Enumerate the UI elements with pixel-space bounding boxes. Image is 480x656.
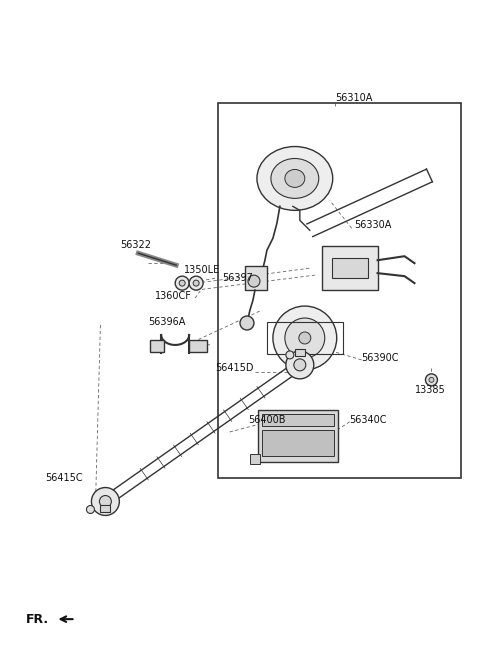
Bar	[262, 430, 334, 456]
Circle shape	[193, 280, 199, 286]
Ellipse shape	[257, 146, 333, 211]
Circle shape	[294, 359, 306, 371]
Text: 56400B: 56400B	[248, 415, 286, 424]
Circle shape	[175, 276, 189, 290]
Circle shape	[286, 351, 314, 379]
Bar	[258, 410, 338, 462]
Text: 56397: 56397	[222, 273, 253, 283]
Bar	[322, 246, 378, 290]
Text: 56415D: 56415D	[215, 363, 253, 373]
Bar	[100, 506, 110, 512]
Text: 56390C: 56390C	[361, 353, 399, 363]
Circle shape	[189, 276, 203, 290]
Bar	[250, 454, 260, 464]
Text: FR.: FR.	[25, 613, 49, 626]
Text: 1360CF: 1360CF	[155, 291, 192, 301]
Circle shape	[99, 495, 111, 508]
Circle shape	[248, 275, 260, 287]
Bar	[245, 266, 267, 290]
Circle shape	[286, 351, 294, 359]
Circle shape	[179, 280, 185, 286]
Bar	[218, 102, 461, 478]
Text: 56340C: 56340C	[350, 415, 387, 424]
Text: 1350LE: 1350LE	[184, 265, 220, 275]
Text: 56322: 56322	[120, 240, 151, 250]
Circle shape	[273, 306, 336, 370]
Text: 56330A: 56330A	[355, 220, 392, 230]
Circle shape	[240, 316, 254, 330]
Text: 56310A: 56310A	[335, 92, 372, 103]
Ellipse shape	[285, 169, 305, 188]
Circle shape	[429, 377, 434, 382]
Bar	[262, 414, 334, 426]
Text: 56396A: 56396A	[148, 317, 186, 327]
Text: 13385: 13385	[415, 385, 445, 395]
Circle shape	[425, 374, 437, 386]
Bar	[150, 340, 164, 352]
Circle shape	[86, 506, 95, 514]
Circle shape	[285, 318, 325, 358]
Text: 56415C: 56415C	[46, 472, 83, 483]
Circle shape	[299, 332, 311, 344]
Bar	[295, 349, 305, 356]
Bar	[189, 340, 207, 352]
Ellipse shape	[271, 159, 319, 198]
Bar	[267, 322, 343, 354]
Bar	[332, 258, 368, 278]
Circle shape	[91, 487, 120, 516]
